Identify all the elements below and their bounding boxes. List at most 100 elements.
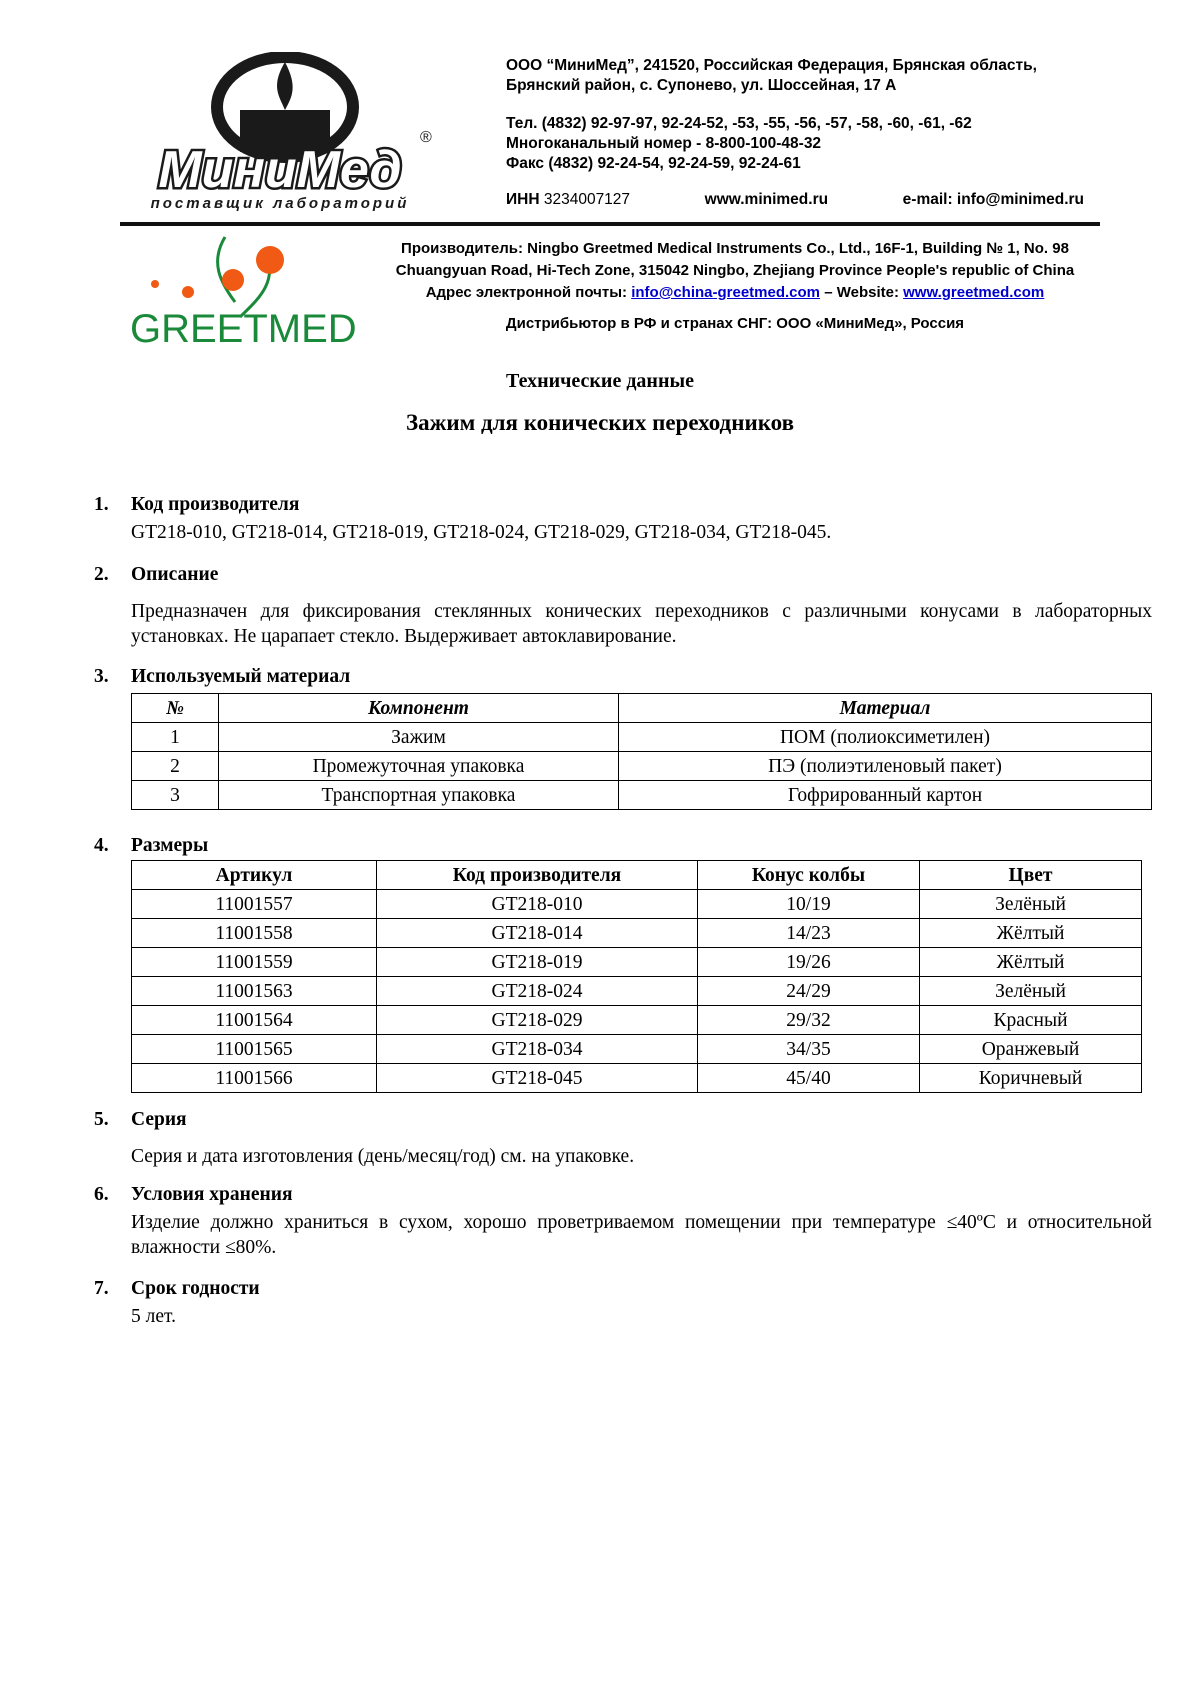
- manufacturer-line: Chuangyuan Road, Hi-Tech Zone, 315042 Ni…: [395, 262, 1075, 279]
- table-cell: Жёлтый: [919, 918, 1142, 948]
- table-cell: 29/32: [697, 1005, 920, 1035]
- svg-text:GREETMED: GREETMED: [130, 307, 355, 351]
- table-row: 11001564 GT218-029 29/32 Красный: [131, 1005, 1142, 1035]
- header-divider: [120, 222, 1100, 226]
- section-5: 5. Серия Серия и дата изготовления (день/…: [94, 1107, 1152, 1169]
- inn-row: ИНН 3234007127 www.minimed.ru e-mail: in…: [506, 190, 1084, 210]
- table-cell: Промежуточная упаковка: [218, 751, 619, 781]
- section-text: Изделие должно храниться в сухом, хорошо…: [131, 1212, 1152, 1258]
- table-cell: 1: [131, 722, 219, 752]
- email-link[interactable]: e-mail: info@minimed.ru: [902, 191, 1084, 208]
- table-cell: 14/23: [697, 918, 920, 948]
- section-2: 2. Описание Предназначен для фиксирования…: [94, 562, 1152, 649]
- table-cell: 2: [131, 751, 219, 781]
- section-7: 7. Срок годности 5 лет.: [94, 1276, 1152, 1329]
- svg-text:поставщик лабораторий: поставщик лабораторий: [151, 195, 410, 212]
- svg-text:®: ®: [420, 129, 432, 146]
- svg-text:МиниМед: МиниМед: [158, 141, 401, 199]
- table-cell: 11001558: [131, 918, 377, 948]
- column-header: Материал: [618, 693, 1152, 723]
- column-header: Цвет: [919, 860, 1142, 890]
- section-title: Описание: [131, 564, 219, 585]
- section-title: Используемый материал: [131, 666, 351, 687]
- table-cell: Коричневый: [919, 1063, 1142, 1093]
- section-3: 3. Используемый материал № Компонент Матери…: [94, 664, 1152, 810]
- section-title: Условия хранения: [131, 1184, 293, 1205]
- table-cell: GT218-014: [376, 918, 698, 948]
- website-label: – Website:: [824, 284, 899, 301]
- table-cell: 11001566: [131, 1063, 377, 1093]
- section-title: Срок годности: [131, 1278, 260, 1299]
- minimed-logo: МиниМед ® поставщик лабораторий: [120, 51, 440, 212]
- table-row: 11001563 GT218-024 24/29 Зелёный: [131, 976, 1142, 1006]
- table-cell: GT218-010: [376, 889, 698, 919]
- column-header: Конус колбы: [697, 860, 920, 890]
- section-4: 4. Размеры Артикул Код производителя Конус …: [94, 833, 1152, 1093]
- website-link[interactable]: www.minimed.ru: [704, 191, 829, 208]
- manufacturer-line: Производитель: Ningbo Greetmed Medical I…: [401, 240, 1069, 257]
- table-cell: 3: [131, 780, 219, 810]
- column-header: Код производителя: [376, 860, 698, 890]
- doc-title: Зажим для конических переходников: [406, 410, 794, 435]
- table-row: 11001558 GT218-014 14/23 Жёлтый: [131, 918, 1142, 948]
- table-row: 11001566 GT218-045 45/40 Коричневый: [131, 1063, 1142, 1093]
- section-6: 6. Условия хранения Изделие должно хранит…: [94, 1182, 1152, 1260]
- table-row: 1 Зажим ПОМ (полиоксиметилен): [131, 722, 1152, 752]
- table-cell: Зелёный: [919, 889, 1142, 919]
- section-number: 7.: [94, 1278, 109, 1299]
- section-title: Код производителя: [131, 494, 300, 515]
- table-row: 11001557 GT218-010 10/19 Зелёный: [131, 889, 1142, 919]
- multichannel-line: Многоканальный номер - 8-800-100-48-32: [506, 135, 822, 152]
- table-cell: 24/29: [697, 976, 920, 1006]
- section-number: 2.: [94, 564, 109, 585]
- inn-value: 3234007127: [543, 191, 631, 208]
- section-number: 5.: [94, 1109, 109, 1130]
- inn-label: ИНН: [506, 191, 540, 208]
- section-number: 3.: [94, 666, 109, 687]
- address-line: ООО “МиниМед”, 241520, Российская Федера…: [506, 57, 1037, 74]
- section-title: Серия: [131, 1109, 187, 1130]
- table-cell: 19/26: [697, 947, 920, 977]
- greetmed-logo: GREETMED: [125, 232, 357, 352]
- table-cell: 10/19: [697, 889, 920, 919]
- section-title: Размеры: [131, 835, 209, 856]
- table-cell: 11001563: [131, 976, 377, 1006]
- table-cell: 11001564: [131, 1005, 377, 1035]
- phone-line: Тел. (4832) 92-97-97, 92-24-52, -53, -55…: [506, 115, 972, 132]
- inn: ИНН 3234007127: [506, 190, 630, 210]
- email-label: Адрес электронной почты:: [425, 284, 628, 301]
- table-cell: 11001557: [131, 889, 377, 919]
- fax-line: Факс (4832) 92-24-54, 92-24-59, 92-24-61: [506, 155, 801, 172]
- company-contacts: Тел. (4832) 92-97-97, 92-24-52, -53, -55…: [506, 114, 972, 174]
- table-cell: ПОМ (полиоксиметилен): [618, 722, 1152, 752]
- column-header: №: [131, 693, 219, 723]
- manufacturer-email-link[interactable]: info@china-greetmed.com: [631, 284, 821, 301]
- table-cell: GT218-024: [376, 976, 698, 1006]
- table-cell: 34/35: [697, 1034, 920, 1064]
- manufacturer-website-link[interactable]: www.greetmed.com: [903, 284, 1045, 301]
- section-1: 1. Код производителя GT218-010, GT218-014…: [94, 492, 1152, 545]
- table-row: 11001565 GT218-034 34/35 Оранжевый: [131, 1034, 1142, 1064]
- materials-table: № Компонент Материал 1 Зажим ПОМ (полиоксиме…: [131, 693, 1152, 810]
- column-header: Артикул: [131, 860, 377, 890]
- table-cell: Транспортная упаковка: [218, 780, 619, 810]
- distributor-info: Дистрибьютор в РФ и странах СНГ: ООО «Ми…: [505, 315, 965, 332]
- table-cell: GT218-019: [376, 947, 698, 977]
- section-text: 5 лет.: [131, 1306, 176, 1327]
- table-cell: 11001565: [131, 1034, 377, 1064]
- section-number: 6.: [94, 1184, 109, 1205]
- table-cell: Гофрированный картон: [618, 780, 1152, 810]
- manufacturer-info: Производитель: Ningbo Greetmed Medical I…: [385, 238, 1085, 304]
- table-cell: GT218-045: [376, 1063, 698, 1093]
- table-row: 3 Транспортная упаковка Гофрированный карт…: [131, 780, 1152, 810]
- section-number: 1.: [94, 494, 109, 515]
- section-text: Серия и дата изготовления (день/месяц/го…: [131, 1146, 635, 1167]
- table-row: 2 Промежуточная упаковка ПЭ (полиэтиленовы…: [131, 751, 1152, 781]
- table-cell: Жёлтый: [919, 947, 1142, 977]
- section-text: Предназначен для фиксирования стеклянных…: [131, 601, 1152, 647]
- sizes-table: Артикул Код производителя Конус колбы Цвет …: [131, 860, 1142, 1093]
- column-header: Компонент: [218, 693, 619, 723]
- table-cell: Оранжевый: [919, 1034, 1142, 1064]
- doc-subtitle: Технические данные: [506, 370, 694, 392]
- table-cell: Зажим: [218, 722, 619, 752]
